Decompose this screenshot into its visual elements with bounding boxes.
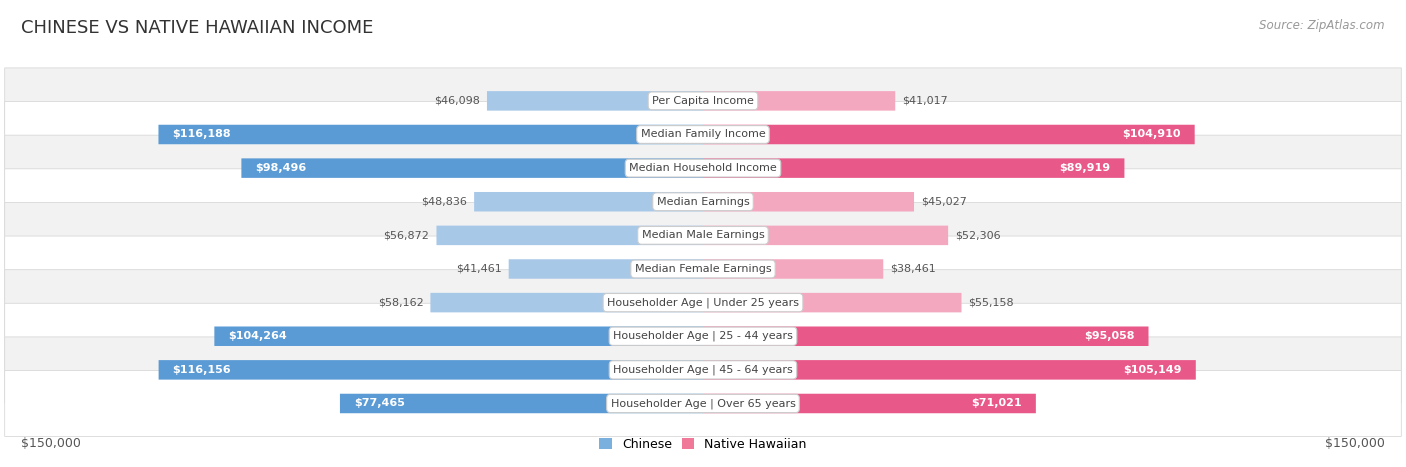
FancyBboxPatch shape: [436, 226, 703, 245]
FancyBboxPatch shape: [703, 226, 948, 245]
FancyBboxPatch shape: [474, 192, 703, 212]
Text: Median Female Earnings: Median Female Earnings: [634, 264, 772, 274]
Text: CHINESE VS NATIVE HAWAIIAN INCOME: CHINESE VS NATIVE HAWAIIAN INCOME: [21, 19, 374, 37]
Text: $77,465: $77,465: [354, 398, 405, 409]
Text: $89,919: $89,919: [1059, 163, 1111, 173]
Text: $48,836: $48,836: [422, 197, 467, 207]
FancyBboxPatch shape: [703, 326, 1149, 346]
Text: Householder Age | 25 - 44 years: Householder Age | 25 - 44 years: [613, 331, 793, 341]
Text: $116,188: $116,188: [173, 129, 231, 140]
Legend: Chinese, Native Hawaiian: Chinese, Native Hawaiian: [595, 433, 811, 456]
FancyBboxPatch shape: [430, 293, 703, 312]
Text: $55,158: $55,158: [969, 297, 1014, 308]
Text: $52,306: $52,306: [955, 230, 1001, 241]
FancyBboxPatch shape: [703, 158, 1125, 178]
FancyBboxPatch shape: [4, 337, 1402, 403]
FancyBboxPatch shape: [4, 202, 1402, 269]
Text: Householder Age | Over 65 years: Householder Age | Over 65 years: [610, 398, 796, 409]
FancyBboxPatch shape: [242, 158, 703, 178]
FancyBboxPatch shape: [340, 394, 703, 413]
Text: $98,496: $98,496: [256, 163, 307, 173]
FancyBboxPatch shape: [4, 101, 1402, 168]
Text: Householder Age | Under 25 years: Householder Age | Under 25 years: [607, 297, 799, 308]
FancyBboxPatch shape: [703, 394, 1036, 413]
Text: Per Capita Income: Per Capita Income: [652, 96, 754, 106]
FancyBboxPatch shape: [703, 91, 896, 111]
Text: Median Household Income: Median Household Income: [628, 163, 778, 173]
Text: Householder Age | 45 - 64 years: Householder Age | 45 - 64 years: [613, 365, 793, 375]
Text: $41,461: $41,461: [456, 264, 502, 274]
FancyBboxPatch shape: [4, 269, 1402, 336]
Text: $46,098: $46,098: [434, 96, 479, 106]
Text: Median Earnings: Median Earnings: [657, 197, 749, 207]
FancyBboxPatch shape: [486, 91, 703, 111]
FancyBboxPatch shape: [4, 303, 1402, 369]
Text: $38,461: $38,461: [890, 264, 936, 274]
FancyBboxPatch shape: [703, 293, 962, 312]
Text: $104,264: $104,264: [228, 331, 287, 341]
Text: $95,058: $95,058: [1084, 331, 1135, 341]
Text: $71,021: $71,021: [972, 398, 1022, 409]
FancyBboxPatch shape: [509, 259, 703, 279]
FancyBboxPatch shape: [159, 360, 703, 380]
Text: $150,000: $150,000: [21, 437, 82, 450]
FancyBboxPatch shape: [4, 236, 1402, 302]
Text: $56,872: $56,872: [384, 230, 429, 241]
FancyBboxPatch shape: [4, 135, 1402, 201]
FancyBboxPatch shape: [159, 125, 703, 144]
FancyBboxPatch shape: [703, 259, 883, 279]
FancyBboxPatch shape: [703, 125, 1195, 144]
Text: $116,156: $116,156: [173, 365, 232, 375]
Text: $58,162: $58,162: [378, 297, 423, 308]
Text: Source: ZipAtlas.com: Source: ZipAtlas.com: [1260, 19, 1385, 32]
FancyBboxPatch shape: [4, 169, 1402, 235]
Text: $41,017: $41,017: [903, 96, 948, 106]
Text: $150,000: $150,000: [1324, 437, 1385, 450]
Text: $45,027: $45,027: [921, 197, 967, 207]
FancyBboxPatch shape: [703, 360, 1195, 380]
Text: $105,149: $105,149: [1123, 365, 1181, 375]
FancyBboxPatch shape: [214, 326, 703, 346]
FancyBboxPatch shape: [4, 68, 1402, 134]
Text: Median Male Earnings: Median Male Earnings: [641, 230, 765, 241]
FancyBboxPatch shape: [703, 192, 914, 212]
Text: $104,910: $104,910: [1122, 129, 1181, 140]
Text: Median Family Income: Median Family Income: [641, 129, 765, 140]
FancyBboxPatch shape: [4, 370, 1402, 437]
